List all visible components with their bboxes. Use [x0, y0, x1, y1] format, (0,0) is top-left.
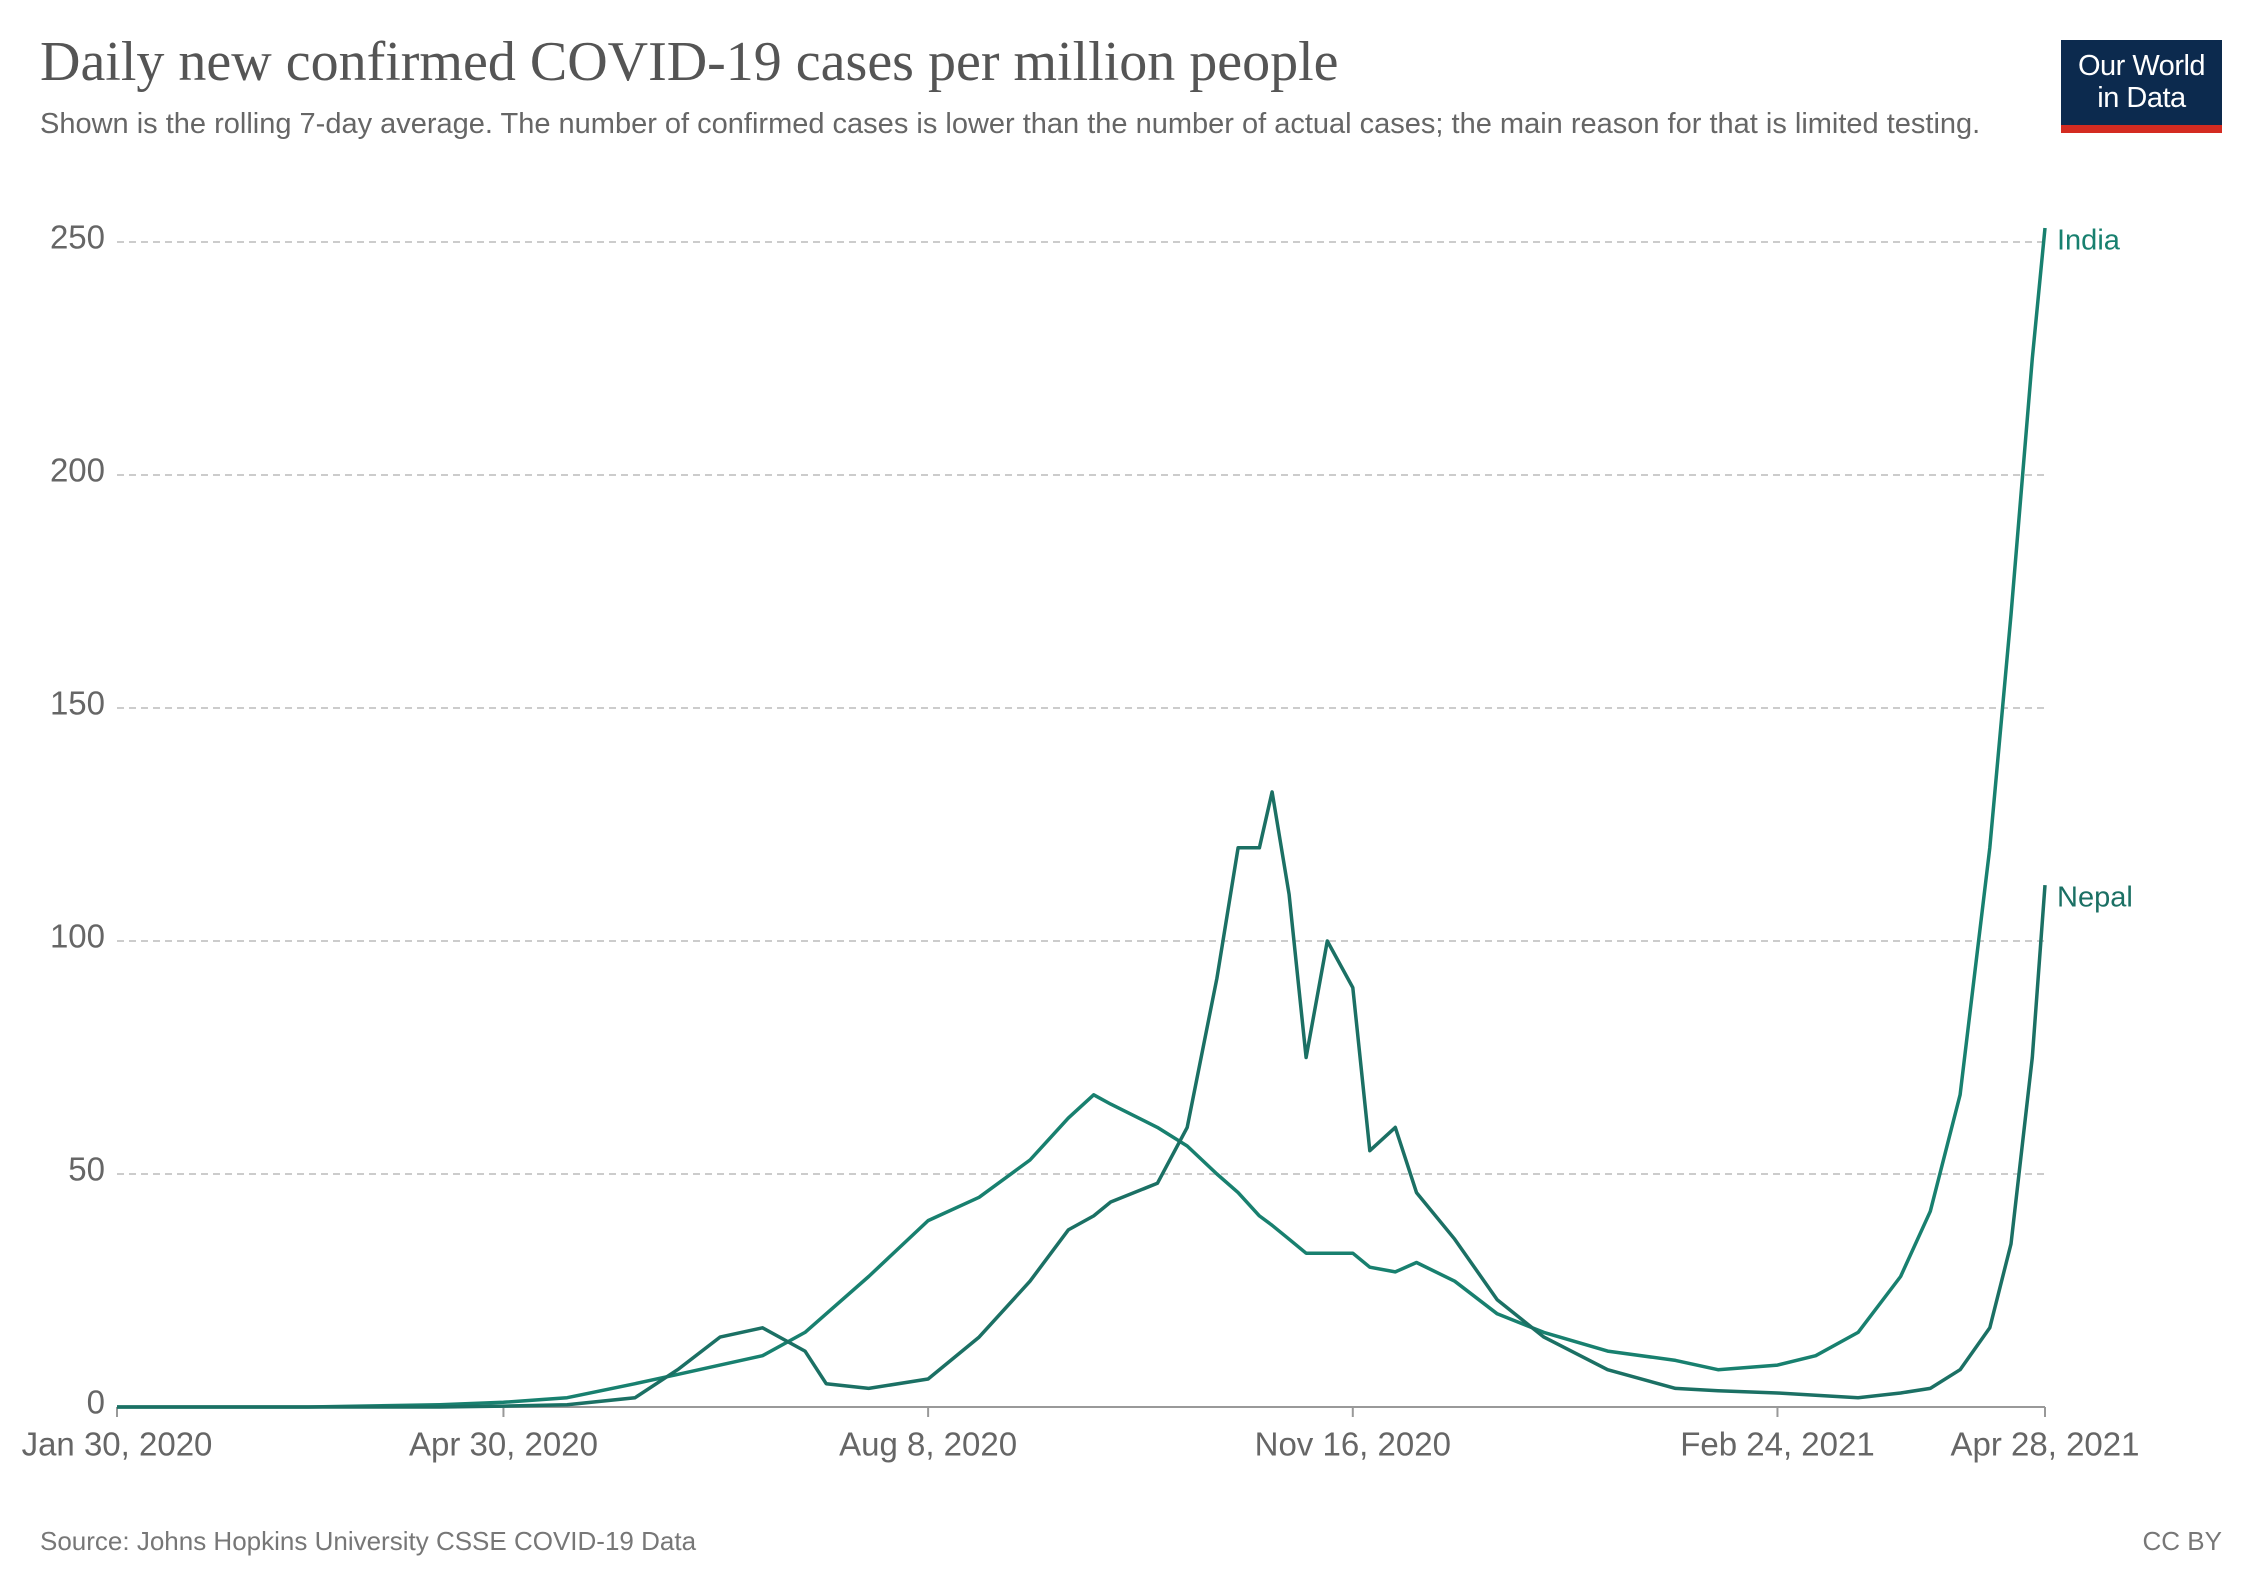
series-label: India [2057, 225, 2121, 257]
x-tick-label: Nov 16, 2020 [1255, 1426, 1451, 1463]
x-tick-label: Feb 24, 2021 [1680, 1426, 1875, 1463]
x-tick-label: Apr 30, 2020 [409, 1426, 598, 1463]
logo[interactable]: Our World in Data [2061, 40, 2222, 133]
y-tick-label: 250 [50, 219, 105, 256]
x-tick-label: Aug 8, 2020 [839, 1426, 1017, 1463]
y-tick-label: 50 [68, 1151, 105, 1188]
y-tick-label: 200 [50, 452, 105, 489]
chart-title: Daily new confirmed COVID-19 cases per m… [40, 31, 1339, 93]
y-tick-label: 0 [87, 1384, 105, 1421]
x-tick-label: Apr 28, 2021 [1951, 1426, 2140, 1463]
source[interactable]: Source: Johns Hopkins University CSSE CO… [40, 1526, 697, 1556]
logo-text: Our World [2077, 50, 2206, 82]
logo-text: in Data [2097, 82, 2186, 114]
license[interactable]: CC BY [2142, 1526, 2222, 1556]
series-line [117, 790, 2047, 1409]
series-line [117, 227, 2047, 1409]
chart-subtitle: Shown is the rolling 7-day average. The … [40, 108, 1981, 140]
series-label: Nepal [2057, 882, 2133, 914]
x-tick-label: Jan 30, 2020 [22, 1426, 213, 1463]
y-tick-label: 100 [50, 918, 105, 955]
y-tick-label: 150 [50, 685, 105, 722]
